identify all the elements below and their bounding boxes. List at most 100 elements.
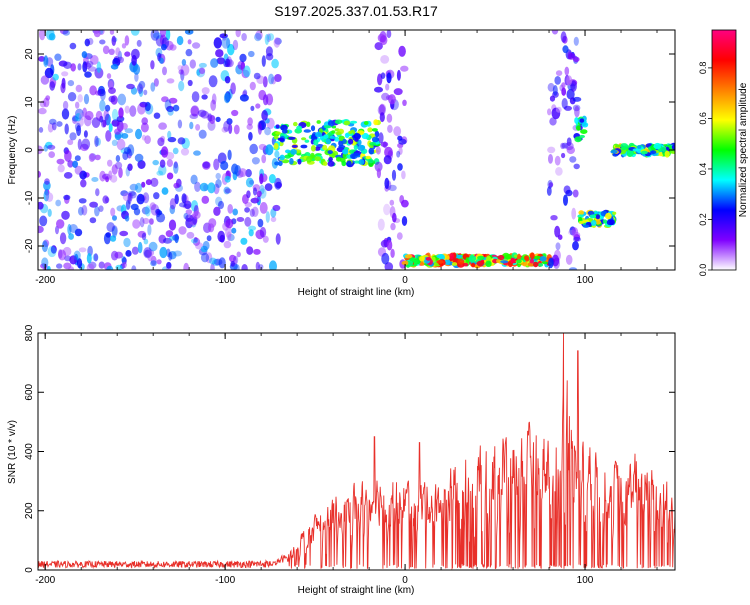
spectrogram-cell bbox=[275, 233, 281, 245]
spectrogram-cell bbox=[327, 150, 333, 155]
spectrogram-cell bbox=[377, 104, 386, 116]
spectrogram-cell bbox=[153, 32, 162, 39]
spectrogram-cell bbox=[118, 107, 124, 119]
spectrogram-cell bbox=[296, 125, 302, 131]
spectrogram-cell bbox=[87, 37, 94, 46]
spectrogram-cell bbox=[218, 257, 226, 269]
spectrogram-cell bbox=[67, 139, 74, 146]
spectrogram-cell bbox=[209, 115, 216, 125]
spectrogram-cell bbox=[551, 254, 560, 267]
spectrogram-cell bbox=[377, 218, 385, 231]
spectrogram-cell bbox=[496, 259, 501, 263]
spectrogram-cell bbox=[189, 59, 196, 69]
spectrogram-cell bbox=[173, 250, 183, 257]
spectrogram-cell bbox=[610, 149, 618, 154]
spectrogram-cell bbox=[114, 128, 121, 135]
spectrogram-cell bbox=[227, 43, 235, 56]
colorbar-ticks: 0.0 0.2 0.4 0.6 0.8 bbox=[698, 62, 712, 277]
spectrogram-cell bbox=[353, 144, 358, 151]
spectrogram-cell bbox=[387, 124, 393, 133]
spectrogram-cell bbox=[60, 30, 69, 35]
spectrogram-cell bbox=[150, 60, 155, 70]
spectrogram-cell bbox=[552, 85, 558, 96]
spectrogram-cell bbox=[257, 122, 262, 135]
spectrogram-cell bbox=[574, 117, 579, 124]
spectrogram-cell bbox=[574, 136, 582, 143]
spectrogram-cell bbox=[369, 142, 376, 146]
spectrogram-cell bbox=[173, 162, 179, 174]
spectrogram-cell bbox=[248, 131, 253, 141]
spectrogram-cell bbox=[133, 207, 141, 216]
spectrogram-cell bbox=[274, 161, 280, 166]
spectrogram-cell bbox=[135, 128, 142, 140]
spectrogram-cell bbox=[122, 261, 127, 269]
spectrogram-cell bbox=[548, 258, 554, 269]
spectrogram-cell bbox=[201, 195, 210, 204]
spectrogram-cell bbox=[210, 263, 215, 270]
spectrogram-cell bbox=[383, 155, 392, 165]
spectrogram-cell bbox=[84, 38, 91, 47]
spectrogram-cell bbox=[274, 37, 282, 45]
spectrogram-cell bbox=[127, 190, 136, 197]
spectrogram-cell bbox=[561, 82, 566, 89]
spectrogram-cell bbox=[74, 155, 81, 162]
spectrogram-cell bbox=[94, 67, 104, 79]
spectrogram-cell bbox=[252, 187, 258, 196]
spectrogram-cell bbox=[83, 62, 92, 69]
spectrogram-cell bbox=[246, 190, 251, 199]
spectrogram-cell bbox=[98, 261, 105, 269]
spectrogram-cell bbox=[224, 58, 231, 68]
spectrogram-cell bbox=[577, 214, 584, 218]
spectrogram-cell bbox=[386, 113, 393, 123]
x-tick-label: 100 bbox=[577, 575, 594, 586]
spectrogram-cell bbox=[239, 53, 247, 63]
spectrogram-cell bbox=[471, 262, 476, 268]
spectrogram-cell bbox=[341, 160, 347, 167]
spectrogram-cell bbox=[165, 230, 174, 238]
y-tick-label: 20 bbox=[24, 48, 35, 60]
spectrogram-cell bbox=[105, 104, 111, 112]
spectrogram-cell bbox=[348, 138, 354, 145]
spectrogram-cell bbox=[573, 56, 580, 63]
spectrogram-cell bbox=[547, 146, 556, 154]
spectrogram-cell bbox=[106, 265, 114, 270]
spectrogram-region-7 bbox=[577, 209, 617, 229]
spectrogram-cell bbox=[150, 204, 160, 216]
spectrogram-cell bbox=[259, 173, 264, 185]
spectrogram-cell bbox=[560, 142, 566, 150]
spectrogram-cell bbox=[315, 131, 323, 138]
spectrogram-cell bbox=[81, 138, 91, 150]
spectrogram-cell bbox=[236, 217, 245, 222]
spectrogram-cell bbox=[579, 134, 585, 139]
spectrogram-cell bbox=[187, 39, 192, 45]
spectrogram-cell bbox=[457, 258, 465, 265]
snr-panel: -200 -100 0 100 0 200 400 600 800 Height of str… bbox=[7, 324, 676, 596]
spectrogram-cell bbox=[116, 138, 126, 151]
spectrogram-cell bbox=[94, 135, 99, 148]
spectrogram-cell bbox=[671, 144, 675, 150]
spectrogram-cell bbox=[385, 83, 390, 91]
spectrogram-cell bbox=[316, 120, 321, 124]
spectrogram-cell bbox=[227, 233, 235, 242]
spectrogram-cell bbox=[248, 225, 257, 231]
colorbar-tick-label: 0.0 bbox=[698, 264, 708, 277]
spectrogram-cell bbox=[401, 216, 408, 226]
spectrogram-cell bbox=[119, 230, 129, 237]
spectrogram-cell bbox=[572, 96, 582, 102]
spectrogram-cell bbox=[247, 117, 253, 126]
spectrogram-cell bbox=[143, 89, 148, 96]
spectrogram-cell bbox=[561, 98, 568, 109]
spectrogram-cell bbox=[128, 192, 133, 202]
spectrogram-cell bbox=[267, 33, 275, 41]
spectrogram-cell bbox=[539, 255, 547, 262]
spectrogram-cell bbox=[159, 57, 164, 64]
spectrogram-cell bbox=[202, 161, 210, 169]
spectrogram-cell bbox=[156, 170, 164, 176]
spectrogram-cell bbox=[365, 155, 372, 160]
spectrogram-cell bbox=[264, 34, 270, 45]
spectrogram-cell bbox=[650, 150, 657, 155]
spectrogram-cell bbox=[383, 203, 391, 216]
spectrogram-cell bbox=[81, 51, 88, 59]
spectrogram-cell bbox=[346, 160, 352, 167]
